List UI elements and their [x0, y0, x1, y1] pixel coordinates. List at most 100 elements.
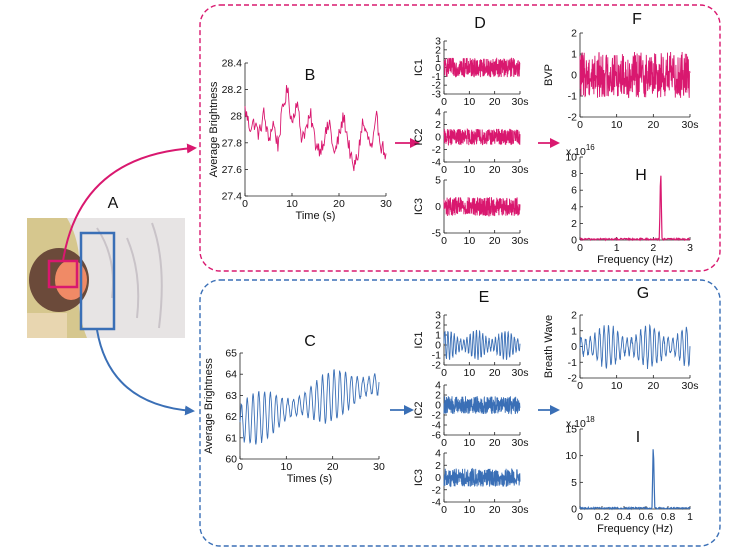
x-tick-label: 10: [611, 119, 623, 131]
x-axis-label: Frequency (Hz): [597, 523, 673, 535]
series-line: [579, 449, 691, 511]
y-tick-label: 0: [435, 62, 441, 74]
y-tick-label: 2: [435, 44, 441, 56]
y-tick-label: 0: [435, 201, 441, 213]
y-tick-label: 28.2: [222, 84, 243, 96]
y-tick-label: 1: [435, 330, 441, 342]
x-tick-label: 0: [441, 504, 447, 516]
y-tick-label: -5: [432, 228, 441, 240]
y-tick-label: 10: [565, 450, 577, 462]
x-tick-label: 0: [577, 511, 583, 523]
x-tick-label: 30s: [512, 235, 529, 247]
y-tick-label: -2: [432, 484, 441, 496]
panel-label-e: E: [479, 289, 490, 306]
x-tick-label: 0: [242, 198, 248, 210]
y-tick-label: -1: [432, 350, 441, 362]
x-tick-label: 10: [463, 437, 475, 449]
x-tick-label: 10: [611, 380, 623, 392]
y-axis-label: IC1: [413, 331, 425, 348]
x-tick-label: 0: [237, 461, 243, 473]
y-tick-label: 4: [435, 380, 441, 392]
x-tick-label: 2: [650, 242, 656, 254]
x-tick-label: 0: [441, 367, 447, 379]
x-tick-label: 30: [380, 198, 392, 210]
series-line: [443, 395, 521, 415]
x-tick-label: 30s: [682, 380, 699, 392]
y-tick-label: 4: [435, 448, 441, 460]
y-axis-label: IC1: [413, 59, 425, 76]
y-tick-label: -4: [432, 497, 441, 509]
y-tick-label: -2: [432, 360, 441, 372]
panel-label-c: C: [304, 333, 316, 350]
y-tick-label: 61: [225, 432, 237, 444]
y-axis-label: IC3: [413, 469, 425, 486]
blue-group-box: [199, 279, 721, 547]
y-tick-label: 2: [571, 28, 577, 40]
x-axis-label: Frequency (Hz): [597, 254, 673, 266]
y-tick-label: 8: [571, 168, 577, 180]
arrow-to-b: [62, 143, 197, 262]
y-tick-label: 6: [571, 185, 577, 197]
y-axis-label: Breath Wave: [543, 315, 555, 378]
y-tick-label: 27.6: [222, 164, 243, 176]
plot-i: 0 5 10 15 0 0.2 0.4 0.6 0.8 1 Frequency (Hz) x 1018: [565, 415, 693, 535]
y-tick-label: -4: [432, 420, 441, 432]
x-tick-label: 30s: [512, 164, 529, 176]
x-axis-label: Times (s): [287, 473, 332, 485]
y-tick-label: -2: [432, 80, 441, 92]
y-tick-label: -1: [432, 71, 441, 83]
x-tick-label: 1: [687, 511, 693, 523]
x-tick-label: 20: [489, 164, 501, 176]
x-tick-label: 30s: [682, 119, 699, 131]
y-tick-label: 15: [565, 424, 577, 436]
y-tick-label: 0: [435, 472, 441, 484]
y-tick-label: 28.4: [222, 58, 243, 70]
pillow: [27, 313, 67, 338]
series-line: [443, 197, 521, 217]
x-tick-label: 20: [327, 461, 339, 473]
x-tick-label: 20: [647, 380, 659, 392]
panel-label-i: I: [636, 429, 640, 446]
y-tick-label: 65: [225, 348, 237, 360]
x-tick-label: 10: [286, 198, 298, 210]
y-tick-label: 2: [571, 218, 577, 230]
x-tick-label: 0.6: [639, 511, 654, 523]
y-tick-label: -6: [432, 430, 441, 442]
x-tick-label: 0: [441, 96, 447, 108]
y-tick-label: -2: [568, 112, 577, 124]
series-line: [579, 51, 691, 99]
face-roi-box: [47, 259, 79, 289]
x-tick-label: 10: [463, 367, 475, 379]
y-tick-label: -2: [432, 144, 441, 156]
y-tick-label: -1: [568, 91, 577, 103]
x-tick-label: 20: [489, 504, 501, 516]
x-tick-label: 30: [373, 461, 385, 473]
y-tick-label: 2: [435, 460, 441, 472]
panel-label-a: A: [108, 195, 119, 212]
y-tick-label: -4: [432, 157, 441, 169]
y-tick-label: 2: [571, 310, 577, 322]
series-line: [443, 57, 521, 78]
y-tick-label: 64: [225, 369, 237, 381]
y-tick-label: 62: [225, 411, 237, 423]
y-tick-label: 27.8: [222, 137, 243, 149]
panel-label-g: G: [637, 285, 649, 302]
x-tick-label: 20: [489, 96, 501, 108]
y-tick-label: 60: [225, 454, 237, 466]
infant-photo: [27, 218, 185, 338]
y-tick-label: 10: [565, 152, 577, 164]
x-tick-label: 0: [441, 437, 447, 449]
y-tick-label: 63: [225, 390, 237, 402]
x-tick-label: 30s: [512, 367, 529, 379]
series-line: [239, 369, 380, 445]
y-tick-label: 28: [230, 111, 242, 123]
x-tick-label: 0: [441, 164, 447, 176]
y-tick-label: 5: [571, 477, 577, 489]
y-axis-label: Average Brightness: [208, 81, 220, 177]
y-tick-label: 0: [435, 400, 441, 412]
x-tick-label: 20: [333, 198, 345, 210]
